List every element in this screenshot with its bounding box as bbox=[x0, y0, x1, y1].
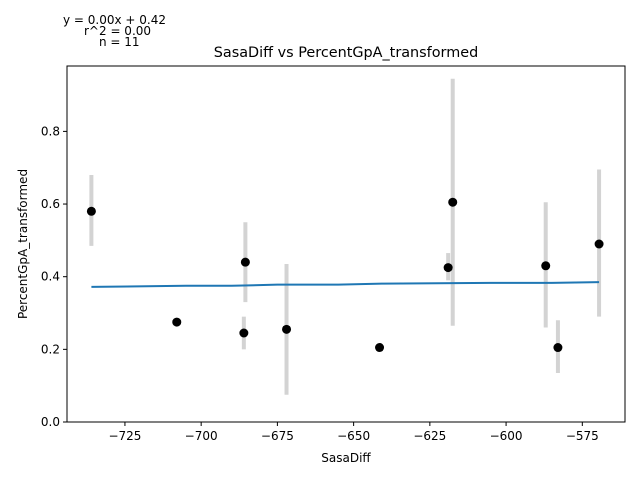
data-point bbox=[239, 328, 249, 338]
regression-equation: y = 0.00x + 0.42 bbox=[63, 13, 167, 27]
x-tick-label: −675 bbox=[261, 429, 294, 443]
chart-title: SasaDiff vs PercentGpA_transformed bbox=[214, 45, 478, 61]
error-bars bbox=[89, 78, 602, 395]
y-tick-label: 0.2 bbox=[41, 342, 60, 356]
data-point bbox=[375, 343, 385, 353]
x-axis-label: SasaDiff bbox=[321, 451, 371, 465]
data-point bbox=[594, 239, 604, 249]
y-tick-label: 0.8 bbox=[41, 124, 60, 138]
plot-frame bbox=[66, 65, 626, 423]
y-tick-label: 0.4 bbox=[41, 270, 60, 284]
r-squared-label: r^2 = 0.00 bbox=[84, 24, 152, 38]
y-tick-label: 0.6 bbox=[41, 197, 60, 211]
x-tick-label: −600 bbox=[490, 429, 523, 443]
x-tick-label: −700 bbox=[185, 429, 218, 443]
x-axis-ticks: −725 −700 −675 −650 −625 −600 −575 bbox=[108, 422, 599, 443]
regression-line bbox=[91, 281, 600, 288]
data-point bbox=[172, 317, 182, 327]
x-tick-label: −625 bbox=[413, 429, 446, 443]
fit-line-group bbox=[91, 281, 600, 288]
data-point bbox=[443, 263, 453, 273]
x-tick-label: −575 bbox=[566, 429, 599, 443]
sample-count-label: n = 11 bbox=[99, 35, 140, 49]
data-point bbox=[282, 324, 292, 334]
x-tick-label: −725 bbox=[108, 429, 141, 443]
x-tick-label: −650 bbox=[337, 429, 370, 443]
data-point bbox=[448, 197, 458, 207]
data-point bbox=[553, 343, 563, 353]
data-points bbox=[86, 197, 604, 353]
data-point bbox=[240, 257, 250, 267]
data-point bbox=[541, 261, 551, 271]
y-tick-label: 0.0 bbox=[41, 415, 60, 429]
data-point bbox=[86, 206, 96, 216]
y-axis-ticks: 0.0 0.2 0.4 0.6 0.8 bbox=[41, 124, 67, 429]
y-axis-label: PercentGpA_transformed bbox=[16, 169, 30, 319]
